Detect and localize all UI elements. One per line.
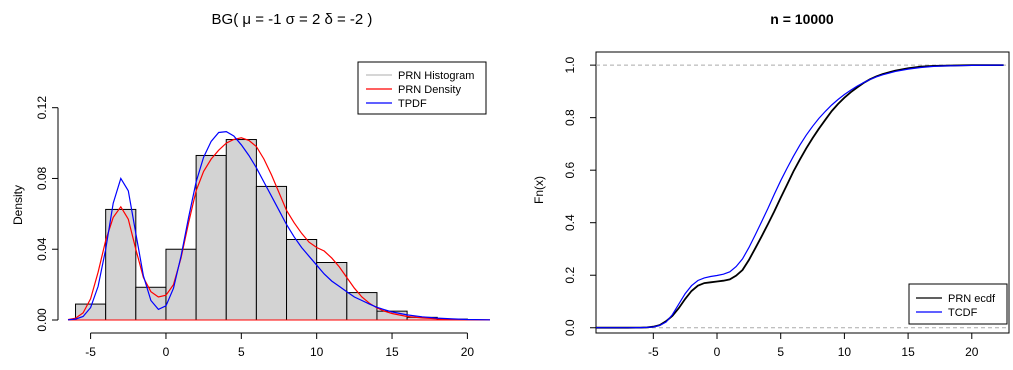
ecdf-panel: n = 10000 Fn(x) -5 0 5 10 15 20 0.00.20.40.60… — [532, 11, 1010, 359]
histogram-panel: BG( μ = -1 σ = 2 δ = -2 ) Density -5 0 5 10… — [11, 11, 491, 359]
histogram-bar-5 — [225, 139, 257, 321]
histogram-bar-8 — [316, 262, 348, 321]
histogram-x-tick-label-3: 10 — [310, 345, 324, 359]
histogram-bar-2 — [135, 286, 167, 321]
ecdf-x-tick-label-4: 15 — [901, 345, 915, 359]
ecdf-y-tick-label-1: 0.2 — [563, 267, 577, 284]
ecdf-y-tick-label-0: 0.0 — [563, 319, 577, 336]
histogram-legend-label-0: PRN Histogram — [398, 70, 474, 82]
histogram-y-tick-label-1: 0.04 — [35, 237, 49, 261]
histogram-legend: PRN Histogram PRN Density TPDF — [357, 61, 487, 115]
histogram-x-axis: -5 0 5 10 15 20 — [85, 332, 475, 359]
histogram-y-axis-label: Density — [11, 185, 25, 225]
histogram-x-tick-label-2: 5 — [238, 345, 245, 359]
ecdf-x-tick-label-5: 20 — [965, 345, 979, 359]
ecdf-y-tick-label-4: 0.8 — [563, 109, 577, 126]
ecdf-series-tcdf — [596, 64, 1004, 329]
histogram-legend-label-2: TPDF — [398, 98, 427, 110]
histogram-x-tick-label-0: -5 — [85, 345, 96, 359]
ecdf-x-tick-label-1: 0 — [714, 345, 721, 359]
ecdf-y-axis-label: Fn(x) — [532, 176, 546, 204]
histogram-bar-4 — [195, 154, 227, 321]
ecdf-y-tick-label-2: 0.4 — [563, 214, 577, 231]
ecdf-legend-box — [908, 283, 1008, 325]
ecdf-y-tick-label-3: 0.6 — [563, 162, 577, 179]
ecdf-title: n = 10000 — [770, 11, 834, 27]
ecdf-plot-box — [595, 51, 1010, 334]
histogram-legend-label-1: PRN Density — [398, 84, 461, 96]
histogram-legend-box — [357, 61, 487, 115]
histogram-density-curves — [67, 130, 491, 321]
histogram-y-axis: 0.00 0.04 0.08 0.12 — [35, 96, 59, 332]
histogram-y-tick-label-2: 0.08 — [35, 166, 49, 190]
ecdf-x-tick-label-0: -5 — [648, 345, 659, 359]
ecdf-x-axis: -5 0 5 10 15 20 — [648, 333, 979, 359]
ecdf-y-axis: 0.0 0.2 0.4 0.6 0.8 1.0 — [563, 56, 596, 336]
ecdf-x-tick-label-3: 10 — [838, 345, 852, 359]
ecdf-legend-label-0: PRN ecdf — [948, 293, 996, 305]
ecdf-curves — [596, 64, 1004, 329]
histogram-bars — [68, 139, 490, 321]
ecdf-y-tick-label-5: 1.0 — [563, 56, 577, 73]
histogram-y-tick-label-0: 0.00 — [35, 308, 49, 332]
ecdf-x-tick-label-2: 5 — [777, 345, 784, 359]
histogram-x-tick-label-1: 0 — [163, 345, 170, 359]
ecdf-legend-label-1: TCDF — [948, 307, 978, 319]
histogram-bar-7 — [286, 239, 318, 321]
histogram-y-tick-label-3: 0.12 — [35, 96, 49, 120]
histogram-x-tick-label-5: 20 — [461, 345, 475, 359]
histogram-title: BG( μ = -1 σ = 2 δ = -2 ) — [212, 11, 373, 28]
ecdf-series-prn-ecdf — [596, 64, 1004, 329]
ecdf-legend: PRN ecdf TCDF — [908, 283, 1008, 325]
histogram-series-tpdf — [67, 130, 491, 321]
histogram-x-tick-label-4: 15 — [385, 345, 399, 359]
histogram-bar-6 — [255, 185, 288, 321]
